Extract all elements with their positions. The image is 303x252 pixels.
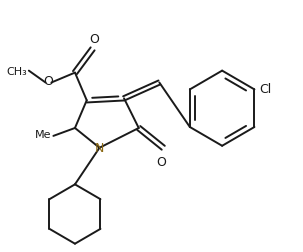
- Text: Me: Me: [35, 130, 52, 140]
- Text: N: N: [95, 142, 104, 155]
- Text: O: O: [44, 75, 53, 88]
- Text: Cl: Cl: [259, 83, 271, 96]
- Text: O: O: [156, 156, 166, 169]
- Text: O: O: [90, 33, 99, 46]
- Text: CH₃: CH₃: [6, 67, 27, 77]
